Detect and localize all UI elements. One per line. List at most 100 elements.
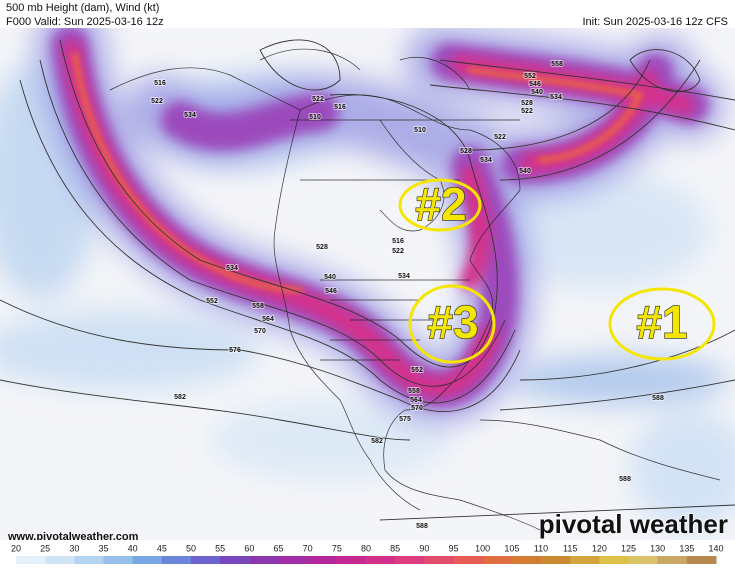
colorbar-tick-label: 135	[679, 543, 694, 553]
contour-label: 510	[414, 127, 426, 134]
colorbar-swatch	[74, 556, 104, 564]
contour-label: 558	[551, 61, 563, 68]
annotation-circle	[608, 287, 716, 361]
colorbar-swatch	[395, 556, 425, 564]
colorbar-swatch	[366, 556, 396, 564]
colorbar-swatch	[628, 556, 659, 564]
contour-label: 528	[316, 244, 328, 251]
contour-label: 516	[154, 80, 166, 87]
valid-time: F000 Valid: Sun 2025-03-16 12z	[6, 16, 164, 28]
contour-label: 552	[524, 73, 536, 80]
colorbar-tick-label: 40	[128, 543, 138, 553]
jet-streams	[35, 28, 725, 424]
colorbar-tick-label: 25	[40, 543, 50, 553]
footer-url: www.pivotalweather.com	[7, 531, 139, 543]
colorbar-tick-label: 85	[390, 543, 400, 553]
colorbar-swatch	[307, 556, 338, 564]
colorbar-tick-label: 140	[708, 543, 723, 553]
contour-label: 588	[652, 395, 664, 402]
logo: pivotal weather	[539, 509, 728, 539]
contour-label: 534	[398, 273, 410, 280]
colorbar-tick-label: 115	[563, 543, 577, 553]
contour-label: 552	[411, 367, 423, 374]
init-time: Init: Sun 2025-03-16 12z CFS	[582, 16, 728, 28]
colorbar-tick-label: 120	[592, 543, 607, 553]
colorbar-tick-label: 90	[419, 543, 429, 553]
contour-label: 540	[519, 168, 531, 175]
contour-label: 575	[399, 416, 411, 423]
annotation-label: #3	[427, 296, 478, 348]
contour-label: 516	[334, 104, 346, 111]
colorbar-swatch	[161, 556, 192, 564]
colorbar-tick-label: 30	[69, 543, 79, 553]
colorbar-tick-label: 125	[621, 543, 636, 553]
contour-label: 516	[392, 238, 404, 245]
colorbar-tick-label: 45	[157, 543, 167, 553]
contour-label: 570	[254, 328, 266, 335]
contour-label: 522	[151, 98, 163, 105]
colorbar-tick-label: 20	[11, 543, 21, 553]
contour-label: 588	[619, 476, 631, 483]
contour-label: 522	[392, 248, 404, 255]
colorbar-swatch	[424, 556, 454, 564]
contour-label: 528	[521, 100, 533, 107]
contour-label: 582	[371, 438, 383, 445]
annotation-circle	[398, 178, 482, 232]
contour-label: 582	[174, 394, 186, 401]
colorbar-swatch	[570, 556, 600, 564]
colorbar-tick-label: 95	[448, 543, 458, 553]
colorbar-tick-label: 105	[504, 543, 519, 553]
coastlines	[109, 48, 721, 531]
colorbar-swatch	[541, 556, 571, 564]
annotations: #2 #3 #1	[398, 178, 716, 364]
contour-label: 534	[184, 112, 196, 119]
colorbar-tick-label: 35	[98, 543, 108, 553]
contour-label: 534	[226, 265, 238, 272]
colorbar-tick-label: 110	[534, 543, 548, 553]
colorbar-swatch	[45, 556, 75, 564]
colorbar-swatch	[220, 556, 250, 564]
title: 500 mb Height (dam), Wind (kt)	[6, 2, 159, 14]
colorbar-swatch	[103, 556, 134, 564]
colorbar-tick-label: 75	[332, 543, 342, 553]
map: 5165225345225165105105225285345405525585…	[0, 28, 735, 543]
colorbar-tick-label: 65	[273, 543, 283, 553]
contour-label: 588	[416, 523, 428, 530]
annotation-label: #1	[636, 296, 687, 348]
colorbar-tick-label: 130	[650, 543, 665, 553]
colorbar-swatch	[336, 556, 367, 564]
colorbar-swatch	[453, 556, 484, 564]
contour-label: 522	[312, 96, 324, 103]
colorbar-tick-label: 70	[303, 543, 313, 553]
contour-label: 564	[410, 397, 422, 404]
colorbar-tick-label: 50	[186, 543, 196, 553]
colorbar-swatch	[511, 556, 542, 564]
annotation-circle	[408, 284, 496, 364]
colorbar-tick-label: 55	[215, 543, 225, 553]
colorbar-swatch	[599, 556, 629, 564]
colorbar-swatch	[132, 556, 163, 564]
colorbar-swatch	[482, 556, 513, 564]
colorbar-swatch	[657, 556, 688, 564]
contour-label: 570	[411, 405, 423, 412]
colorbar-swatch	[278, 556, 309, 564]
colorbar-tick-label: 60	[244, 543, 254, 553]
contour-label: 534	[550, 94, 562, 101]
contour-label: 522	[494, 134, 506, 141]
contour-label: 564	[262, 316, 274, 323]
contour-label: 558	[252, 303, 264, 310]
contour-label: 558	[408, 388, 420, 395]
contour-label: 546	[325, 288, 337, 295]
contour-label: 540	[324, 274, 336, 281]
colorbar-swatch	[191, 556, 221, 564]
colorbar-swatch	[16, 556, 46, 564]
colorbar-swatch	[686, 556, 717, 564]
colorbar-tick-label: 100	[475, 543, 490, 553]
contour-label: 528	[460, 148, 472, 155]
contour-label: 552	[206, 298, 218, 305]
colorbar-swatch	[249, 556, 279, 564]
annotation-label: #2	[415, 178, 466, 230]
contour-label: 546	[529, 81, 541, 88]
height-contours	[0, 39, 735, 521]
